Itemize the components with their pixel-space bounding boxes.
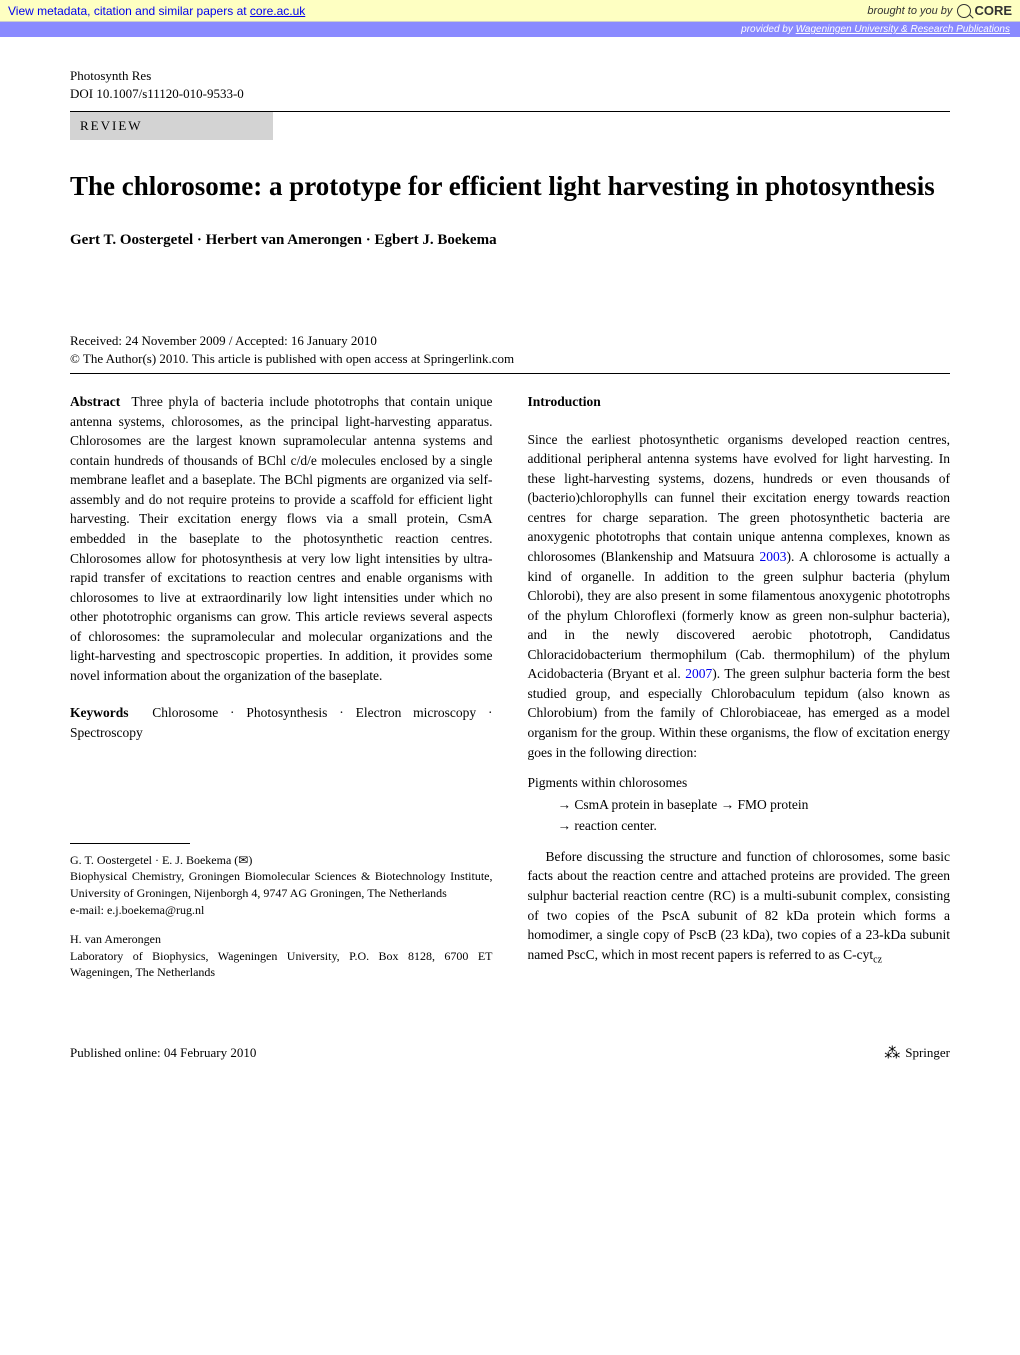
flow-line-3: → reaction center. [528,815,951,837]
intro-text-1b: ). A chlorosome is actually a kind of or… [528,549,951,681]
affiliation-block-1: G. T. Oostergetel · E. J. Boekema (✉) Bi… [70,852,493,919]
divider-dates [70,373,950,374]
core-banner: View metadata, citation and similar pape… [0,0,1020,22]
journal-doi: DOI 10.1007/s11120-010-9533-0 [70,85,950,103]
springer-icon: ⁂ [884,1043,900,1063]
journal-info: Photosynth Res DOI 10.1007/s11120-010-95… [70,67,950,103]
article-type-label: REVIEW [70,112,273,140]
provided-source[interactable]: Wageningen University & Research Publica… [796,24,1010,35]
energy-flow: Pigments within chlorosomes → CsmA prote… [528,772,951,837]
authors: Gert T. Oostergetel · Herbert van Ameron… [70,229,950,252]
keywords-label: Keywords [70,705,129,720]
intro-para-1: Since the earliest photosynthetic organi… [528,430,951,763]
ref-link-1[interactable]: 2003 [760,549,787,564]
core-logo-text: CORE [974,3,1012,18]
abstract-text: Three phyla of bacteria include phototro… [70,394,493,683]
author-2: H. van Amerongen [70,931,493,948]
received-accepted: Received: 24 November 2009 / Accepted: 1… [70,332,950,350]
core-banner-right: brought to you by CORE [867,3,1012,18]
page-content: Photosynth Res DOI 10.1007/s11120-010-95… [0,37,1020,1043]
flow-line-1: Pigments within chlorosomes [528,772,951,794]
core-logo[interactable]: CORE [957,3,1012,18]
core-banner-left: View metadata, citation and similar pape… [8,4,305,18]
keywords-text: Chlorosome · Photosynthesis · Electron m… [70,705,493,740]
core-banner-text: View metadata, citation and similar pape… [8,4,250,18]
email: e-mail: e.j.boekema@rug.nl [70,902,493,919]
publisher: ⁂ Springer [884,1043,950,1063]
intro-para-2: Before discussing the structure and func… [528,847,951,968]
provided-prefix: provided by [741,24,795,35]
flow-line-2: → CsmA protein in baseplate → FMO protei… [528,794,951,816]
brought-by-text: brought to you by [867,5,952,17]
two-column-layout: Abstract Three phyla of bacteria include… [70,392,950,993]
affiliation-divider [70,843,190,844]
copyright: © The Author(s) 2010. This article is pu… [70,350,950,368]
abstract-label: Abstract [70,394,120,409]
left-column: Abstract Three phyla of bacteria include… [70,392,493,993]
affiliation-1: Biophysical Chemistry, Groningen Biomole… [70,868,493,902]
introduction-heading: Introduction [528,392,951,412]
article-title: The chlorosome: a prototype for efficien… [70,170,950,204]
right-column: Introduction Since the earliest photosyn… [528,392,951,993]
ref-link-2[interactable]: 2007 [685,666,712,681]
affiliation-2: Laboratory of Biophysics, Wageningen Uni… [70,948,493,982]
abstract-paragraph: Abstract Three phyla of bacteria include… [70,392,493,685]
affiliation-block-2: H. van Amerongen Laboratory of Biophysic… [70,931,493,981]
footer: Published online: 04 February 2010 ⁂ Spr… [0,1043,1020,1088]
dates-block: Received: 24 November 2009 / Accepted: 1… [70,332,950,368]
intro-text-1a: Since the earliest photosynthetic organi… [528,432,951,564]
affiliations: G. T. Oostergetel · E. J. Boekema (✉) Bi… [70,852,493,982]
subscript-cz: cz [873,954,882,965]
published-online: Published online: 04 February 2010 [70,1045,256,1061]
journal-name: Photosynth Res [70,67,950,85]
publisher-name: Springer [905,1045,950,1061]
core-icon [957,4,971,18]
keywords-paragraph: Keywords Chlorosome · Photosynthesis · E… [70,703,493,742]
provided-banner: provided by Wageningen University & Rese… [0,22,1020,37]
intro-text-2: Before discussing the structure and func… [528,849,951,962]
core-link[interactable]: core.ac.uk [250,4,305,18]
corresponding-authors: G. T. Oostergetel · E. J. Boekema (✉) [70,852,493,869]
